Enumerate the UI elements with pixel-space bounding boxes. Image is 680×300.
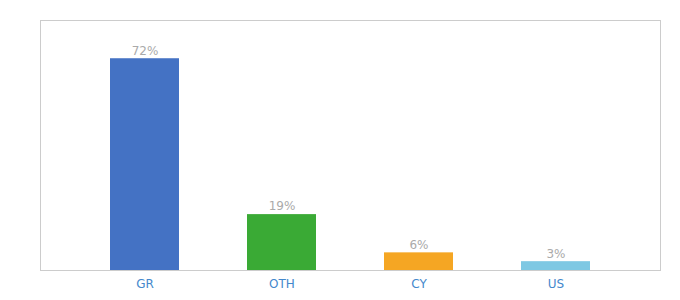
svg-text:OTH: OTH — [269, 277, 295, 291]
svg-text:3%: 3% — [546, 247, 565, 261]
svg-text:19%: 19% — [269, 199, 296, 213]
svg-text:CY: CY — [411, 277, 427, 291]
svg-text:72%: 72% — [132, 44, 159, 58]
svg-text:6%: 6% — [409, 238, 428, 252]
svg-text:US: US — [548, 277, 564, 291]
svg-text:GR: GR — [136, 277, 154, 291]
